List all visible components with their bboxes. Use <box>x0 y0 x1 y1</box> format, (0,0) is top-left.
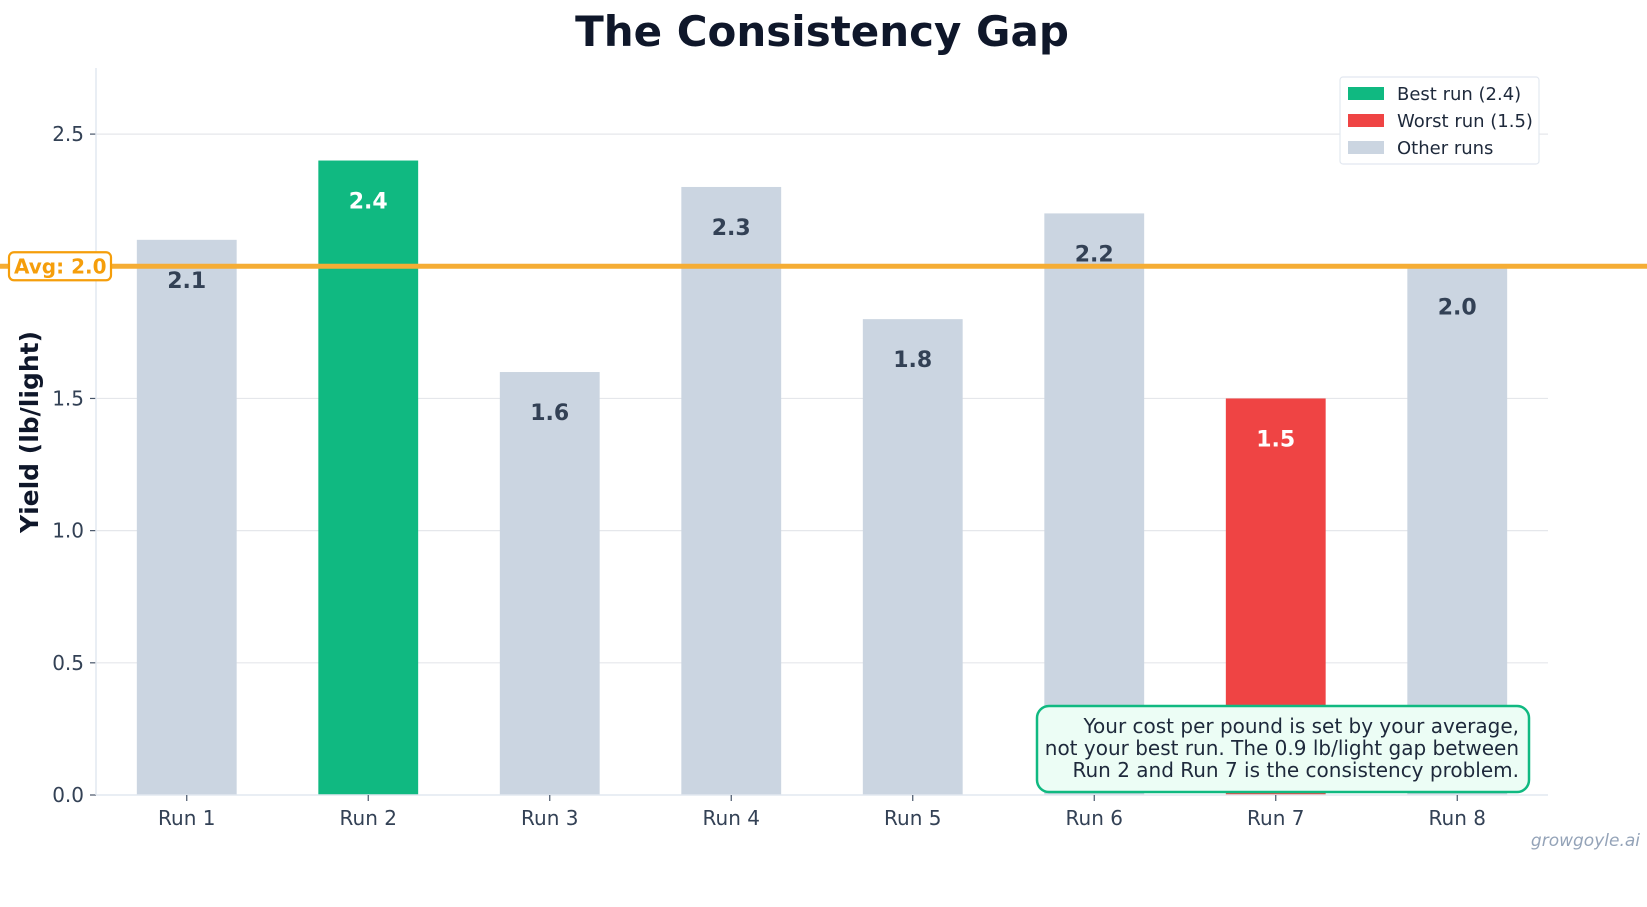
bar-labels: 2.1 2.4 1.6 2.3 1.8 2.2 1.5 2.0 <box>167 190 1476 453</box>
bar-value-label: 1.6 <box>530 401 569 426</box>
average-label: Avg: 2.0 <box>14 254 107 278</box>
bar-run-3 <box>499 372 600 795</box>
legend-frame <box>1339 76 1540 165</box>
x-tick-label: Run 2 <box>340 806 397 830</box>
bar-value-label: 2.4 <box>349 190 388 215</box>
legend-swatch <box>1348 114 1384 127</box>
legend-entry: Best run (2.4) <box>1397 84 1521 105</box>
gridlines <box>96 133 1548 664</box>
average-label-box <box>7 251 113 282</box>
annotation-line: Your cost per pound is set by your avera… <box>1082 714 1519 738</box>
bar-value-label: 2.2 <box>1075 242 1114 267</box>
bar-run-5 <box>862 319 963 795</box>
x-tick-label: Run 3 <box>521 806 578 830</box>
x-tick-label: Run 1 <box>158 806 215 830</box>
bar-run-1 <box>136 239 237 795</box>
legend-swatch <box>1348 141 1384 154</box>
bar-value-label: 2.1 <box>167 269 206 294</box>
annotation-frame <box>1035 704 1531 794</box>
chart-title: The Consistency Gap <box>575 7 1069 56</box>
annotation-line: Run 2 and Run 7 is the consistency probl… <box>1072 758 1519 782</box>
bar-value-label: 2.3 <box>712 216 751 241</box>
y-tick-label: 2.5 <box>52 122 84 146</box>
bar-value-label: 1.8 <box>893 348 932 373</box>
x-tick-label: Run 5 <box>884 806 941 830</box>
y-tick-label: 0.5 <box>52 651 84 675</box>
x-tick-label: Run 4 <box>703 806 760 830</box>
bar-run-2 <box>318 160 419 795</box>
bar-run-6 <box>1044 213 1145 795</box>
legend-entry: Worst run (1.5) <box>1397 111 1533 132</box>
axes: 0.0 0.5 1.0 1.5 2.0 2.5 Run 1 Run 2 Run 3 Run 4 Ru… <box>52 68 1548 830</box>
bar-value-label: 2.0 <box>1438 295 1477 320</box>
legend: Best run (2.4) Worst run (1.5) Other runs <box>1339 76 1540 165</box>
average-line-group: Avg: 2.0 <box>0 251 1647 282</box>
annotation-line: not your best run. The 0.9 lb/light gap … <box>1045 736 1519 760</box>
x-tick-label: Run 8 <box>1429 806 1486 830</box>
bar-run-4 <box>681 186 782 796</box>
x-tick-label: Run 7 <box>1247 806 1304 830</box>
watermark: growgoyle.ai <box>1531 831 1640 851</box>
legend-swatch <box>1348 87 1384 100</box>
y-axis-label: Yield (lb/light) <box>15 331 44 534</box>
y-tick-label: 0.0 <box>52 783 84 807</box>
annotation-box: Your cost per pound is set by your avera… <box>1035 704 1531 794</box>
y-tick-label: 1.0 <box>52 519 84 543</box>
bars <box>136 160 1508 796</box>
y-tick-label: 1.5 <box>52 386 84 410</box>
bar-value-label: 1.5 <box>1256 427 1295 452</box>
x-tick-label: Run 6 <box>1066 806 1123 830</box>
legend-entry: Other runs <box>1397 138 1493 159</box>
